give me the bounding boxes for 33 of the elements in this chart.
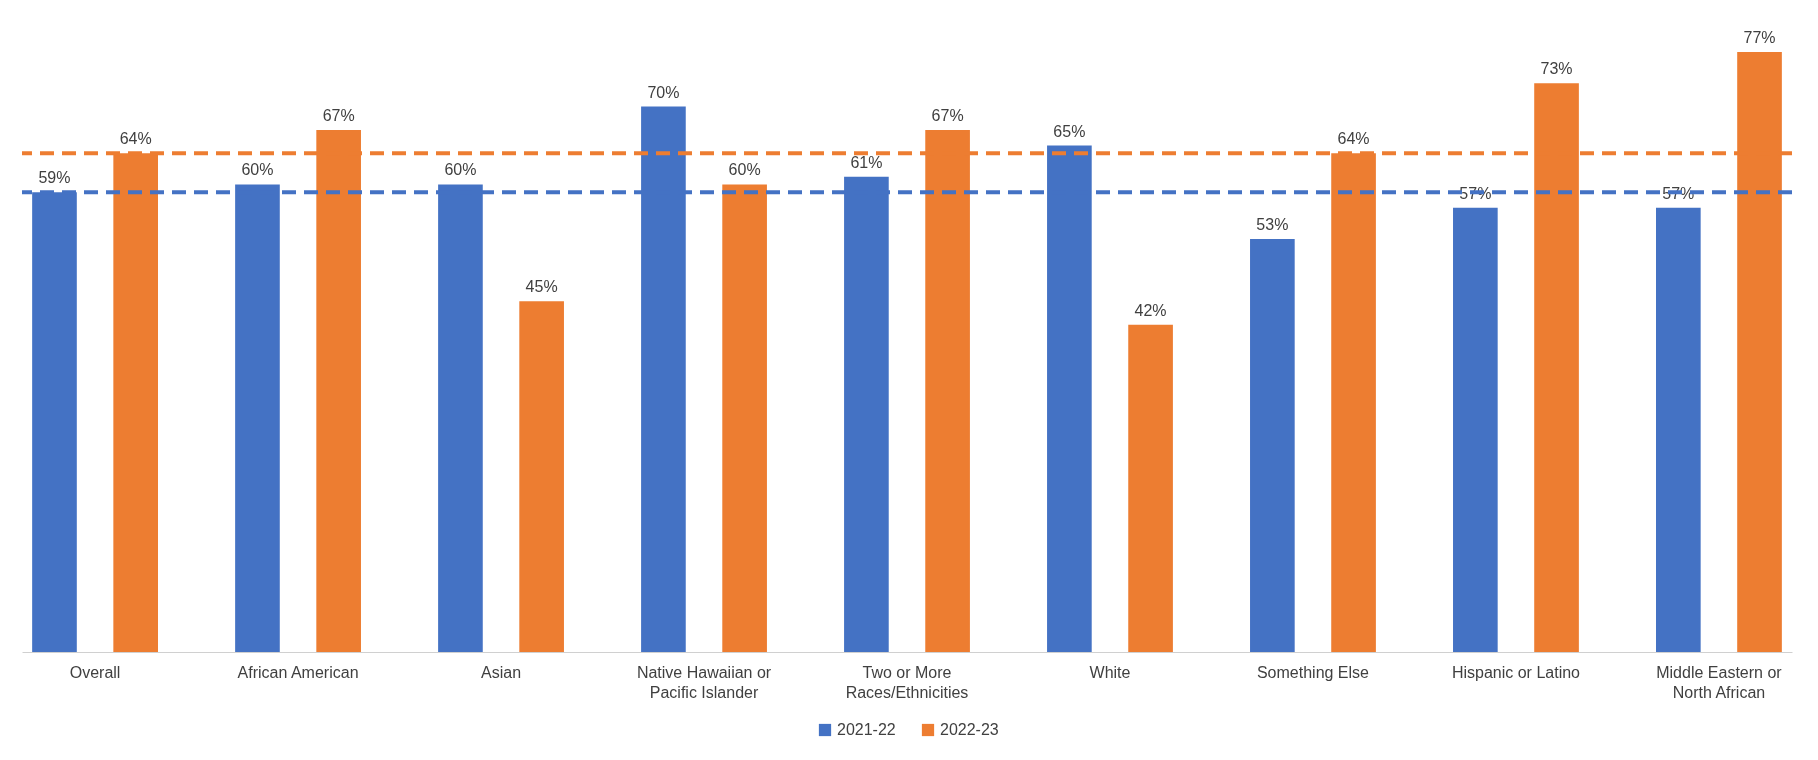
data-label: 65% xyxy=(1053,122,1086,140)
data-label: 60% xyxy=(241,161,274,179)
x-tick-label: Two or More Races/Ethnicities xyxy=(845,663,969,701)
x-tick-label: Hispanic or Latino xyxy=(1451,663,1581,681)
bar xyxy=(1250,239,1295,652)
x-tick-label: Native Hawaiian or Pacific Islander xyxy=(636,663,772,701)
data-label: 64% xyxy=(119,130,152,148)
bar xyxy=(519,301,564,652)
data-label: 60% xyxy=(728,161,761,179)
x-tick-label: Middle Eastern or North African xyxy=(1656,663,1783,701)
bar xyxy=(1656,207,1701,652)
x-tick-label: Something Else xyxy=(1256,663,1370,681)
data-label: 60% xyxy=(444,161,477,179)
data-label: 67% xyxy=(931,106,964,124)
data-label: 73% xyxy=(1540,60,1573,78)
x-tick-label: African American xyxy=(237,663,359,681)
data-label: 70% xyxy=(647,83,680,101)
data-label: 61% xyxy=(850,153,883,171)
legend-label: 2021-22 xyxy=(837,721,896,738)
x-tick-label: White xyxy=(1089,663,1131,681)
data-label: 53% xyxy=(1256,216,1289,234)
legend-label: 2022-23 xyxy=(940,721,999,738)
bar xyxy=(1128,324,1173,652)
x-tick-label: Asian xyxy=(481,663,522,681)
bar xyxy=(1453,207,1498,652)
data-label: 59% xyxy=(38,169,71,187)
data-label: 42% xyxy=(1134,301,1167,319)
data-label: 45% xyxy=(525,278,558,296)
data-label: 67% xyxy=(322,106,355,124)
bar xyxy=(722,184,767,652)
x-tick-label: Overall xyxy=(69,663,121,681)
data-label: 64% xyxy=(1337,130,1370,148)
data-label: 77% xyxy=(1743,29,1776,46)
